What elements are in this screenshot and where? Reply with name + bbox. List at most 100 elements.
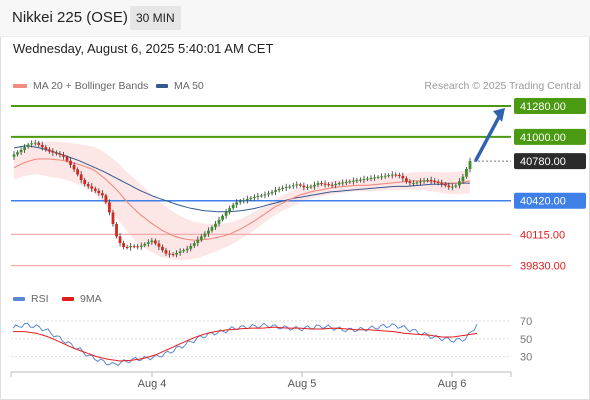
- candle-body: [146, 242, 150, 244]
- candle-body: [192, 243, 196, 246]
- projection-arrow-shaft: [474, 113, 502, 162]
- level-label-resistance: 41280.00: [520, 101, 566, 113]
- candle-body: [76, 169, 80, 175]
- rsi-tick-label: 50: [520, 334, 532, 346]
- candle-body: [468, 161, 472, 169]
- candle-body: [443, 183, 447, 186]
- candle-body: [390, 174, 394, 176]
- candle-body: [457, 181, 461, 186]
- candle-body: [40, 144, 44, 148]
- candle-body: [16, 152, 19, 155]
- rsi-tick-label: 30: [520, 352, 532, 364]
- candle-body: [351, 180, 355, 182]
- ma20-line: [13, 158, 471, 241]
- ma50-line: [13, 145, 470, 213]
- candle-body: [132, 246, 136, 248]
- candle-body: [408, 181, 412, 184]
- candle-body: [320, 183, 323, 185]
- candle-body: [33, 142, 37, 144]
- candle-body: [139, 245, 143, 247]
- candle-body: [313, 184, 316, 187]
- candle-body: [111, 212, 115, 225]
- rsi-ma-line: [13, 326, 478, 362]
- timestamp: Wednesday, August 6, 2025 5:40:01 AM CET: [13, 41, 274, 56]
- legend-ma50-label: MA 50: [174, 80, 204, 92]
- candle-body: [252, 196, 256, 198]
- time-axis-label: Aug 6: [438, 378, 467, 390]
- candle-body: [359, 179, 362, 181]
- candle-body: [433, 180, 437, 182]
- candle-body: [369, 177, 373, 179]
- candle-body: [330, 184, 334, 186]
- candle-body: [168, 253, 171, 255]
- candle-body: [231, 204, 235, 209]
- candle-body: [461, 176, 465, 182]
- candle-body: [136, 246, 140, 248]
- candle-body: [295, 184, 299, 186]
- legend-ma20-label: MA 20 + Bollinger Bands: [33, 80, 149, 92]
- copyright-notice: Research © 2025 Trading Central: [424, 80, 581, 92]
- ma20-swatch: [13, 84, 27, 89]
- legend-rsi-ma-label: 9MA: [80, 293, 102, 305]
- legend-ma50: MA 50: [156, 80, 204, 92]
- rsi-ma-swatch: [62, 297, 74, 302]
- candle-body: [157, 243, 161, 247]
- candle-body: [189, 245, 193, 249]
- candle-body: [323, 183, 327, 185]
- candle-body: [344, 181, 348, 183]
- candle-body: [454, 185, 458, 187]
- candle-body: [83, 180, 87, 185]
- level-tag-resistance: [514, 98, 586, 115]
- candle-body: [51, 151, 55, 153]
- candle-body: [153, 240, 157, 244]
- candle-body: [115, 224, 118, 237]
- candle-body: [118, 236, 122, 244]
- candle-body: [199, 236, 203, 240]
- candle-body: [366, 178, 369, 180]
- candle-body: [373, 177, 376, 179]
- candle-body: [334, 184, 338, 186]
- candle-body: [104, 195, 108, 203]
- candle-body: [440, 182, 444, 184]
- candle-body: [465, 168, 468, 177]
- candle-body: [249, 197, 253, 200]
- candle-body: [97, 190, 101, 194]
- candle-body: [270, 191, 274, 194]
- candle-body: [337, 183, 341, 185]
- candle-body: [47, 149, 51, 152]
- rsi-line: [12, 322, 478, 367]
- candle-body: [387, 175, 391, 177]
- candle-body: [436, 181, 440, 183]
- candle-body: [397, 174, 401, 176]
- interval-badge[interactable]: 30 MIN: [130, 6, 181, 30]
- rsi-tick-label: 70: [520, 316, 532, 328]
- time-axis-label: Aug 5: [288, 378, 317, 390]
- candle-body: [108, 202, 111, 213]
- candle-body: [100, 193, 104, 196]
- candle-body: [58, 153, 62, 155]
- candle-body: [150, 240, 154, 243]
- candle-body: [72, 164, 76, 170]
- level-tag-pivot: [514, 192, 586, 209]
- level-label-current: 40780.00: [520, 156, 566, 168]
- candle-body: [238, 201, 242, 203]
- candle-body: [90, 186, 94, 189]
- candle-body: [125, 246, 129, 248]
- level-tag-resistance: [514, 128, 586, 145]
- candle-body: [242, 200, 246, 202]
- candle-body: [291, 185, 295, 187]
- candle-body: [316, 183, 320, 185]
- candle-body: [171, 254, 175, 256]
- level-tag-current: [514, 153, 586, 170]
- candle-body: [302, 185, 306, 188]
- level-label-support: 39830.00: [520, 261, 566, 273]
- candle-body: [355, 180, 359, 182]
- candle-body: [284, 187, 288, 189]
- candle-body: [203, 233, 207, 237]
- candle-body: [267, 193, 270, 195]
- candle-body: [415, 182, 419, 184]
- legend-rsi: RSI: [13, 293, 49, 305]
- candle-body: [263, 194, 267, 196]
- candle-body: [19, 149, 23, 153]
- candle-body: [450, 186, 454, 188]
